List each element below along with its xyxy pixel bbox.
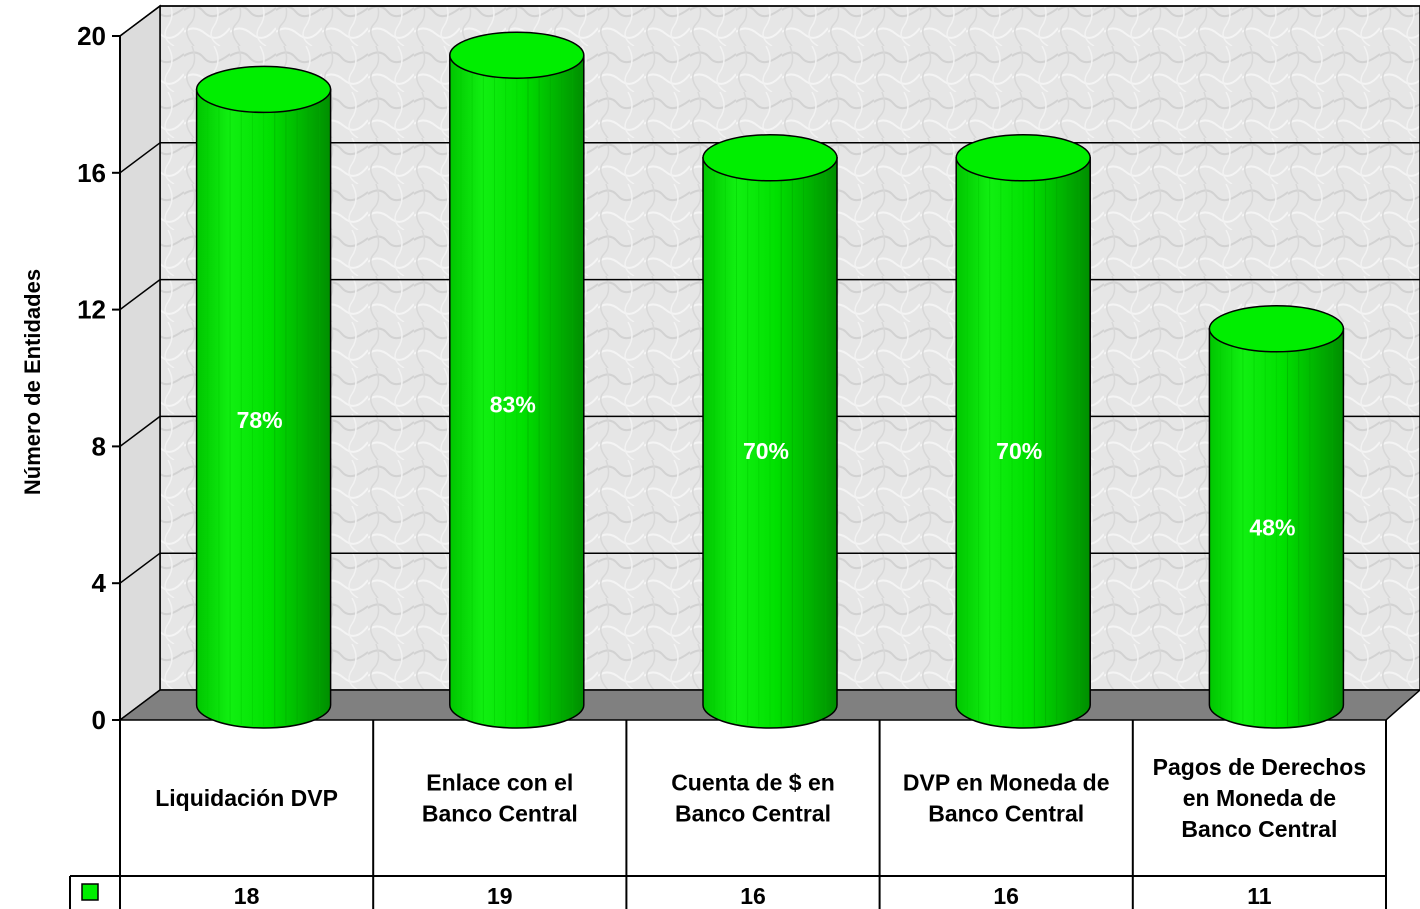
side-wall	[119, 4, 161, 722]
category-label: en Moneda de	[1183, 785, 1336, 811]
y-tick-label: 4	[92, 568, 107, 598]
bars: 78% 83% 70% 70% 48%	[195, 31, 1345, 729]
table-value: 18	[234, 883, 260, 909]
y-axis-label: Número de Entidades	[20, 269, 45, 495]
category-label: Liquidación DVP	[155, 785, 338, 811]
category-label: Banco Central	[422, 801, 578, 827]
bar-top	[195, 65, 332, 114]
data-table: Liquidación DVP 18 Enlace con el Banco Cent…	[69, 720, 1387, 909]
bar: 70%	[702, 134, 838, 729]
category-label: Banco Central	[928, 801, 1084, 827]
bar: 78%	[195, 65, 332, 729]
bar-percent-label: 48%	[1249, 515, 1295, 541]
bar-percent-label: 70%	[743, 438, 789, 464]
gridline-diagonal	[119, 142, 161, 174]
table-value: 19	[487, 883, 513, 909]
category-label: Cuenta de $ en	[671, 770, 835, 796]
bar-percent-label: 78%	[237, 407, 283, 433]
bar-top	[955, 134, 1091, 182]
table-value: 11	[1247, 883, 1272, 909]
bar-top	[1208, 305, 1345, 353]
bar-percent-label: 70%	[996, 438, 1042, 464]
y-tick-label: 8	[92, 431, 106, 461]
bar-top	[702, 134, 838, 182]
y-tick-label: 0	[92, 705, 106, 735]
bar: 48%	[1208, 305, 1345, 729]
bar-top	[449, 31, 585, 79]
category-label: Enlace con el	[426, 770, 573, 796]
y-axis: 0 4 8 12 16 20	[77, 21, 121, 735]
category-label: DVP en Moneda de	[903, 770, 1110, 796]
category-label: Banco Central	[1181, 816, 1337, 842]
y-tick-label: 16	[77, 158, 106, 188]
gridline-diagonal	[119, 5, 161, 37]
gridline-diagonal	[119, 279, 161, 311]
bar: 83%	[449, 31, 585, 729]
bar: 70%	[955, 134, 1091, 729]
gridline-diagonal	[119, 552, 161, 584]
y-tick-label: 12	[77, 295, 106, 325]
category-label: Banco Central	[675, 801, 831, 827]
category-label: Pagos de Derechos	[1153, 754, 1366, 780]
table-value: 16	[993, 883, 1019, 909]
gridline-diagonal	[119, 415, 161, 447]
bar-percent-label: 83%	[490, 392, 536, 418]
y-tick-label: 20	[77, 21, 106, 51]
table-value: 16	[740, 883, 766, 909]
legend-key	[81, 883, 99, 901]
